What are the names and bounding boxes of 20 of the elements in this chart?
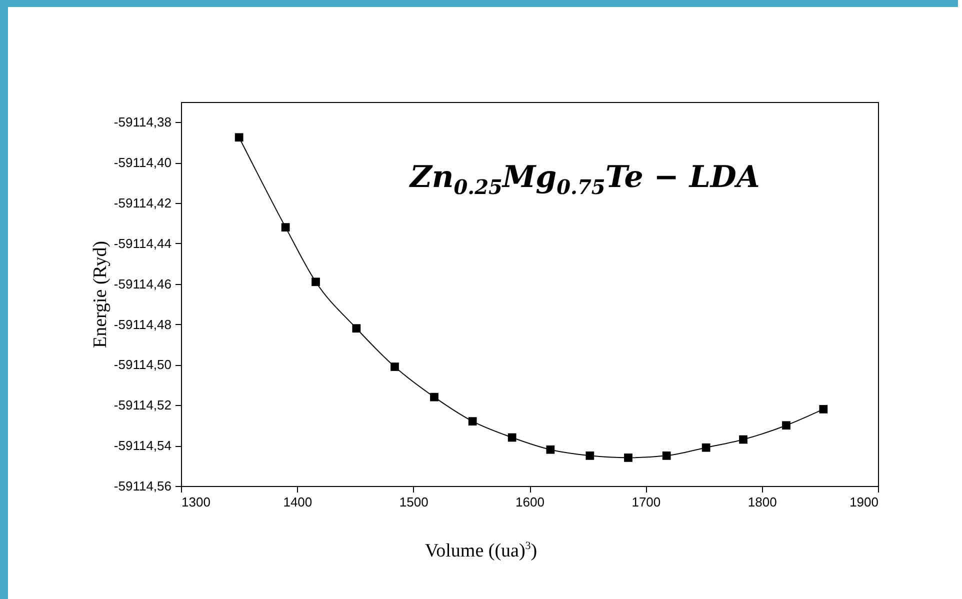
y-axis-title: Energie (Ryd) [90, 240, 111, 348]
x-tick-label: 1400 [283, 494, 312, 510]
y-tick-label: -59114,44 [114, 236, 172, 251]
x-tick-label: 1900 [850, 494, 878, 510]
x-tick-label: 1800 [748, 494, 777, 510]
y-tick-label: -59114,54 [114, 438, 172, 454]
x-tick-label: 1300 [182, 494, 210, 510]
annotation: Zn$_{0.25}$Mg$_{0.75}$Te − LDA [410, 160, 760, 199]
y-tick-label: -59114,42 [114, 196, 172, 211]
y-tick-label: -59114,38 [114, 114, 172, 130]
y-tick-label: -59114,46 [114, 276, 172, 292]
y-tick-label: -59114,40 [114, 155, 172, 170]
x-axis-title: Volume ((ua)$^{3}$) [424, 540, 538, 562]
y-tick-label: -59114,56 [114, 478, 172, 494]
x-tick-label: 1700 [632, 494, 661, 510]
x-tick-label: 1500 [399, 494, 428, 510]
y-tick-label: -59114,50 [114, 357, 172, 372]
x-tick-label: 1600 [516, 494, 544, 510]
y-tick-label: -59114,52 [114, 398, 172, 413]
y-tick-label: -59114,48 [114, 316, 172, 332]
